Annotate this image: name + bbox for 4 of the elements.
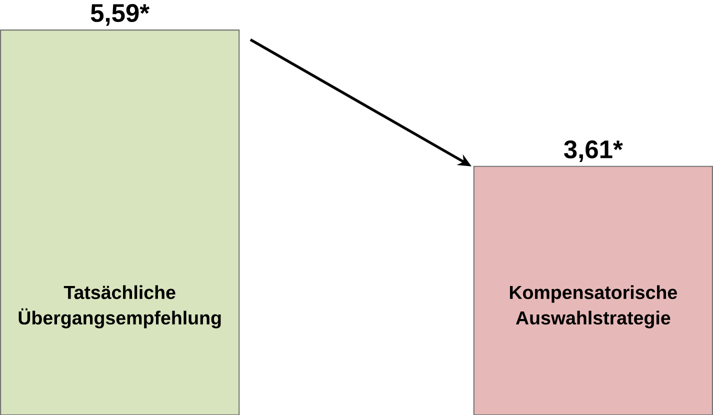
data-label: 5,59* [90, 4, 150, 26]
x-tick-label: Tatsächliche Übergangsempfehlung [18, 285, 221, 328]
x-tick-label: Kompensatorische Auswahlstrategie [510, 285, 677, 328]
data-label: 3,61* [564, 140, 623, 162]
